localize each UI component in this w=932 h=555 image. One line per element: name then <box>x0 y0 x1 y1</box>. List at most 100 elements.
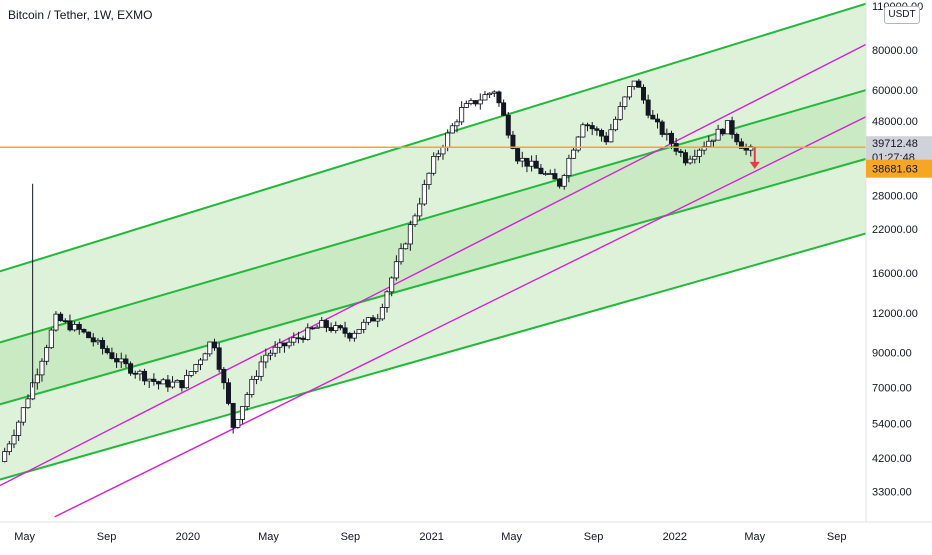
candle-body <box>277 342 283 348</box>
time-tick-label: May <box>744 531 765 543</box>
candle-body <box>137 370 143 375</box>
time-tick-label: Sep <box>584 531 604 543</box>
candle-body <box>491 91 497 94</box>
candle-body <box>361 321 367 330</box>
time-tick-label: Sep <box>827 531 847 543</box>
candle-body <box>384 291 390 308</box>
candle-body <box>603 135 609 143</box>
time-tick-label: May <box>14 531 35 543</box>
time-axis-bg <box>0 522 932 550</box>
current-price-label: 39712.48 <box>872 138 918 150</box>
trend-lines <box>0 2 867 518</box>
candle-body <box>435 153 441 157</box>
channel-fill-lower <box>0 158 866 480</box>
candle-body <box>710 139 716 142</box>
candle-body <box>645 99 651 116</box>
candle-body <box>356 329 362 334</box>
candle-body <box>417 203 423 217</box>
price-tick-label: 22000.00 <box>872 224 918 236</box>
candle-body <box>566 157 572 176</box>
candle-body <box>594 128 600 131</box>
candle-body <box>412 215 418 226</box>
time-tick-label: 2022 <box>663 531 687 543</box>
candle-body <box>165 379 171 388</box>
candle-body <box>253 375 259 380</box>
candle-body <box>668 132 674 144</box>
candle-body <box>734 133 740 143</box>
candle-body <box>431 155 437 174</box>
candle-body <box>682 152 688 164</box>
time-axis[interactable]: May Sep 2020 May Sep 2021 May Sep 2022 May Sep <box>0 521 932 550</box>
candle-body <box>337 325 343 329</box>
candle-body <box>146 378 152 382</box>
candle-body <box>571 149 577 159</box>
candle-body <box>142 370 148 382</box>
candle-body <box>184 374 190 389</box>
candle-body <box>95 339 101 343</box>
candle-body <box>267 352 273 356</box>
candle-body <box>2 451 8 462</box>
candle-body <box>421 184 427 205</box>
candle-body <box>160 379 166 385</box>
candle-body <box>585 124 591 127</box>
candle-body <box>407 224 413 245</box>
candle-body <box>622 96 628 107</box>
candle-body <box>263 354 269 363</box>
price-tick-label: 48000.00 <box>872 116 918 128</box>
candle-body <box>156 381 162 385</box>
candle-body <box>627 86 633 98</box>
candle-body <box>48 329 54 349</box>
candle-body <box>198 359 204 365</box>
candle-body <box>212 341 218 349</box>
candle-body <box>53 313 59 331</box>
candle-body <box>468 100 474 104</box>
channel-line-3 <box>0 157 867 406</box>
candle-body <box>100 339 106 349</box>
secondary-price-label: 38681.63 <box>872 164 918 176</box>
price-tick-label: 4200.00 <box>872 453 912 465</box>
candle-body <box>613 118 619 131</box>
price-tick-label: 60000.00 <box>872 85 918 97</box>
arrow-down-icon <box>749 147 760 169</box>
candle-body <box>365 317 371 323</box>
time-tick-label: May <box>258 531 279 543</box>
candle-body <box>151 378 157 382</box>
candle-body <box>650 114 656 120</box>
candle-body <box>608 129 614 143</box>
magenta-line-2 <box>54 116 867 518</box>
candle-body <box>389 277 395 293</box>
candle-body <box>295 337 301 340</box>
candle-body <box>519 157 525 162</box>
candle-body <box>557 178 563 187</box>
candle-body <box>239 406 245 420</box>
price-tick-label: 5400.00 <box>872 418 912 430</box>
candle-body <box>743 148 749 151</box>
candle-body <box>328 327 334 331</box>
candle-body <box>459 107 465 123</box>
channel-line-4 <box>0 232 867 481</box>
candle-body <box>90 337 96 343</box>
candle-body <box>333 325 339 331</box>
candle-body <box>16 421 22 436</box>
price-axis[interactable]: 3300.00 4200.00 5400.00 7000.00 9000.00 12000… <box>865 0 932 550</box>
candle-body <box>510 134 516 149</box>
candle-body <box>347 332 353 339</box>
candle-body <box>393 261 399 279</box>
currency-button[interactable]: USDT <box>884 6 920 24</box>
candle-body <box>533 160 539 169</box>
arrow-head <box>749 161 760 169</box>
candle-body <box>72 323 78 331</box>
candle-body <box>20 407 26 423</box>
candle-body <box>11 435 17 445</box>
candle-body <box>207 341 213 355</box>
time-tick-label: 2021 <box>419 531 443 543</box>
candle-body <box>687 158 693 164</box>
candle-body <box>696 149 702 157</box>
candle-body <box>515 148 521 162</box>
candle-body <box>449 125 455 134</box>
candle-body <box>370 317 376 322</box>
candle-body <box>403 243 409 250</box>
candle-body <box>323 320 329 328</box>
